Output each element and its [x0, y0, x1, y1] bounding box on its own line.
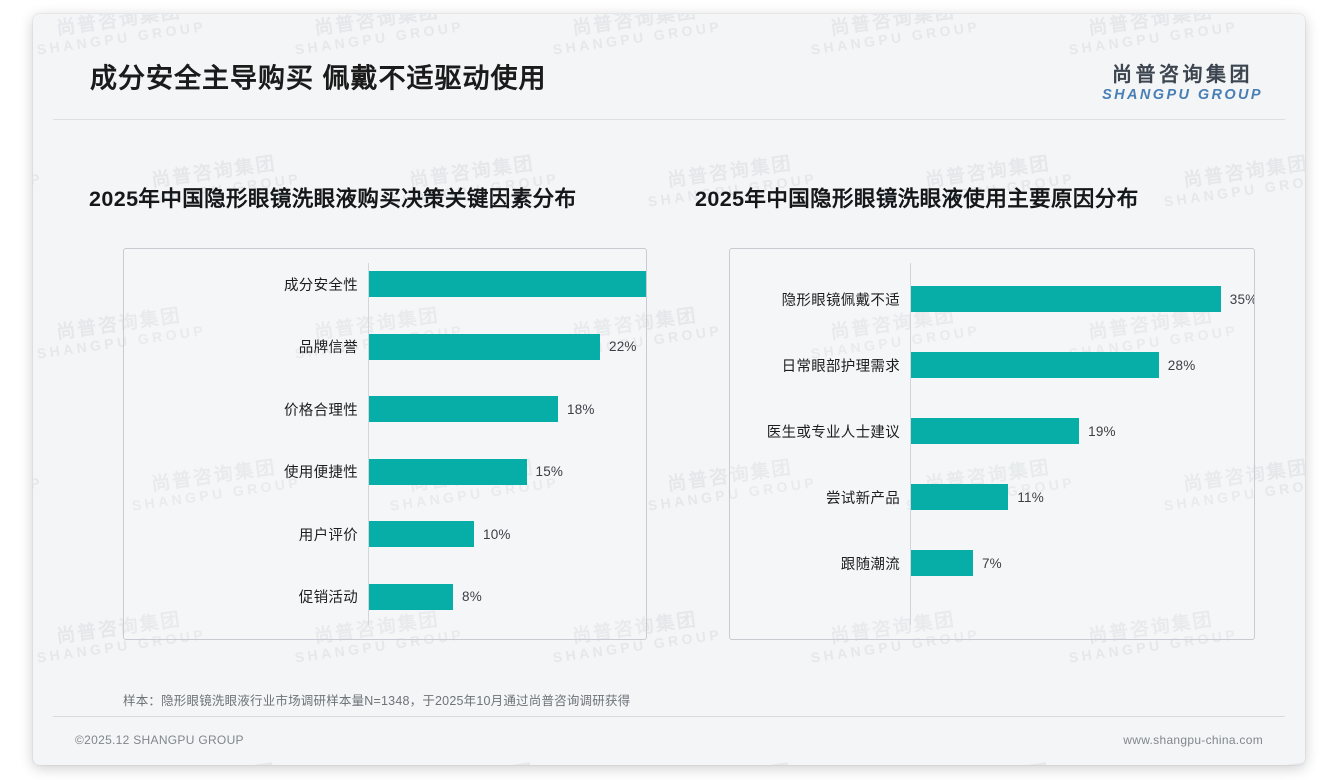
plot-area-right: 隐形眼镜佩戴不适 35% 日常眼部护理需求 28% 医生或专业人士建议 19% 尝试新产品 1…	[730, 249, 1254, 639]
bar-rows-left: 成分安全性27% 品牌信誉 22% 价格合理性 18% 使用便捷性 15% 用户评价 10% 促销…	[124, 249, 646, 639]
bar-value-label: 15%	[535, 464, 564, 479]
plot-area-left: 成分安全性27% 品牌信誉 22% 价格合理性 18% 使用便捷性 15% 用户评价 10% 促销…	[124, 249, 646, 639]
category-label: 尝试新产品	[826, 490, 900, 507]
sample-footnote: 样本：隐形眼镜洗眼液行业市场调研样本量N=1348，于2025年10月通过尚普咨…	[123, 694, 631, 708]
bar-value-label: 28%	[1167, 357, 1196, 373]
bar-value-label: 22%	[609, 339, 637, 354]
category-label: 用户评价	[298, 527, 358, 544]
y-axis-line-right	[910, 263, 911, 625]
bar	[369, 583, 453, 610]
category-label: 日常眼部护理需求	[781, 358, 900, 375]
bar-value-label: 7%	[981, 555, 1002, 571]
bar-row: 品牌信誉 22%	[124, 333, 646, 360]
bar	[911, 418, 1080, 444]
bar-row: 隐形眼镜佩戴不适 35%	[730, 286, 1254, 312]
slide-footer: ©2025.12 SHANGPU GROUP www.shangpu-china…	[33, 717, 1305, 765]
bar-row: 日常眼部护理需求 28%	[730, 352, 1254, 378]
website-link[interactable]: www.shangpu-china.com	[1123, 733, 1263, 747]
brand-logo: 尚普咨询集团 SHANGPU GROUP	[1102, 64, 1263, 104]
bar-value-label: 10%	[483, 526, 511, 542]
chart-title-left: 2025年中国隐形眼镜洗眼液购买决策关键因素分布	[89, 187, 577, 211]
bar	[911, 352, 1159, 378]
bar-value-label: 18%	[567, 401, 595, 417]
category-label: 使用便捷性	[284, 465, 358, 481]
slide-card: 尚普咨询集团 SHANGPU GROUP 尚普咨询集团 SHANGPU GROUP 尚普…	[33, 14, 1305, 765]
slide-header: 成分安全主导购买 佩戴不适驱动使用 尚普咨询集团 SHANGPU GROUP	[33, 14, 1305, 120]
bar-row: 跟随潮流 7%	[730, 550, 1254, 576]
copyright-text: ©2025.12 SHANGPU GROUP	[75, 733, 244, 747]
bar	[369, 521, 474, 547]
logo-english-text: SHANGPU GROUP	[1102, 87, 1263, 103]
bar-row: 促销活动 8%	[124, 583, 646, 610]
category-label: 品牌信誉	[298, 340, 358, 356]
bar-row: 价格合理性 18%	[124, 396, 646, 422]
bar-value-label: 11%	[1017, 489, 1044, 505]
bar-value-label: 35%	[1229, 291, 1255, 307]
bar-value-label: 8%	[462, 589, 482, 604]
bar	[369, 458, 527, 485]
bar	[911, 484, 1009, 510]
header-divider	[53, 119, 1285, 120]
category-label: 跟随潮流	[840, 556, 900, 573]
page-title: 成分安全主导购买 佩戴不适驱动使用	[90, 63, 547, 94]
bar-row: 成分安全性27%	[124, 271, 646, 297]
category-label: 医生或专业人士建议	[766, 424, 900, 441]
chart-title-right: 2025年中国隐形眼镜洗眼液使用主要原因分布	[695, 187, 1139, 211]
logo-chinese-text: 尚普咨询集团	[1112, 64, 1254, 86]
category-label: 价格合理性	[284, 402, 358, 419]
y-axis-line-left	[368, 263, 369, 625]
chart-block-usage-reasons: 2025年中国隐形眼镜洗眼液使用主要原因分布 隐形眼镜佩戴不适 35% 日常眼部护理…	[695, 120, 1279, 640]
category-label: 隐形眼镜佩戴不适	[781, 292, 900, 309]
chart-panel-left: 成分安全性27% 品牌信誉 22% 价格合理性 18% 使用便捷性 15% 用户评价 10% 促销…	[123, 248, 647, 640]
bar-row: 尝试新产品 11%	[730, 484, 1254, 510]
bar	[369, 271, 646, 297]
bar-value-label: 19%	[1088, 423, 1116, 439]
chart-block-purchase-factors: 2025年中国隐形眼镜洗眼液购买决策关键因素分布 成分安全性27% 品牌信誉 22%…	[57, 120, 669, 640]
bar-row: 用户评价 10%	[124, 521, 646, 547]
bar-row: 使用便捷性 15%	[124, 458, 646, 485]
category-label: 成分安全性	[284, 277, 358, 294]
bar	[369, 333, 600, 360]
bar	[911, 550, 973, 576]
footer-divider	[53, 716, 1285, 717]
chart-panel-right: 隐形眼镜佩戴不适 35% 日常眼部护理需求 28% 医生或专业人士建议 19% 尝试新产品 1…	[729, 248, 1255, 640]
bar-row: 医生或专业人士建议 19%	[730, 418, 1254, 444]
bar	[369, 396, 558, 422]
bar-rows-right: 隐形眼镜佩戴不适 35% 日常眼部护理需求 28% 医生或专业人士建议 19% 尝试新产品 1…	[730, 249, 1254, 639]
category-label: 促销活动	[298, 590, 358, 606]
bar	[911, 286, 1221, 312]
